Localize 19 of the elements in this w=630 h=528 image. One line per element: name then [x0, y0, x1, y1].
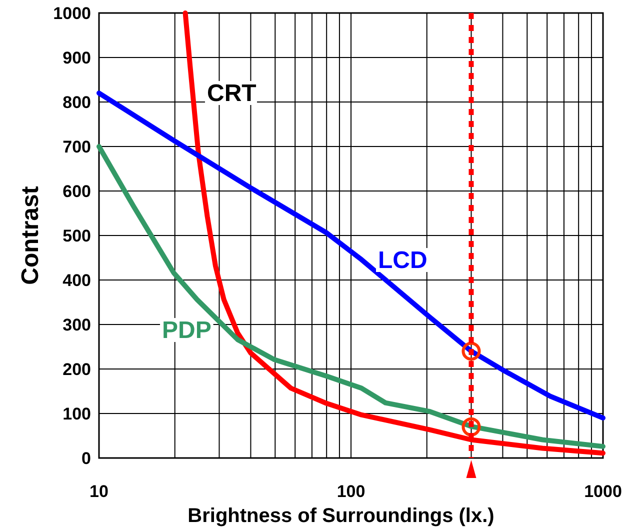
- x-tick-label: 10: [90, 482, 108, 501]
- y-tick-label: 600: [62, 182, 91, 201]
- y-tick-label: 200: [62, 360, 91, 379]
- y-tick-label: 300: [62, 316, 91, 334]
- y-tick-label: 900: [62, 48, 91, 68]
- x-axis-title: Brightness of Surroundings (lx.): [188, 505, 494, 527]
- y-axis-title: Contrast: [17, 186, 44, 285]
- y-tick-label: 700: [62, 138, 91, 156]
- y-tick-label: 500: [62, 226, 91, 246]
- series-label: LCD: [378, 247, 428, 274]
- y-tick-label: 100: [62, 404, 91, 424]
- y-tick-label: 0: [82, 449, 91, 468]
- series-label: CRT: [207, 80, 257, 107]
- y-tick-label: 1000: [53, 4, 91, 23]
- y-tick-label: 400: [62, 271, 91, 290]
- x-tick-label: 100: [336, 482, 366, 501]
- x-tick-label: 1000: [584, 482, 622, 501]
- series-label: PDP: [162, 317, 212, 344]
- y-tick-label: 800: [62, 93, 91, 112]
